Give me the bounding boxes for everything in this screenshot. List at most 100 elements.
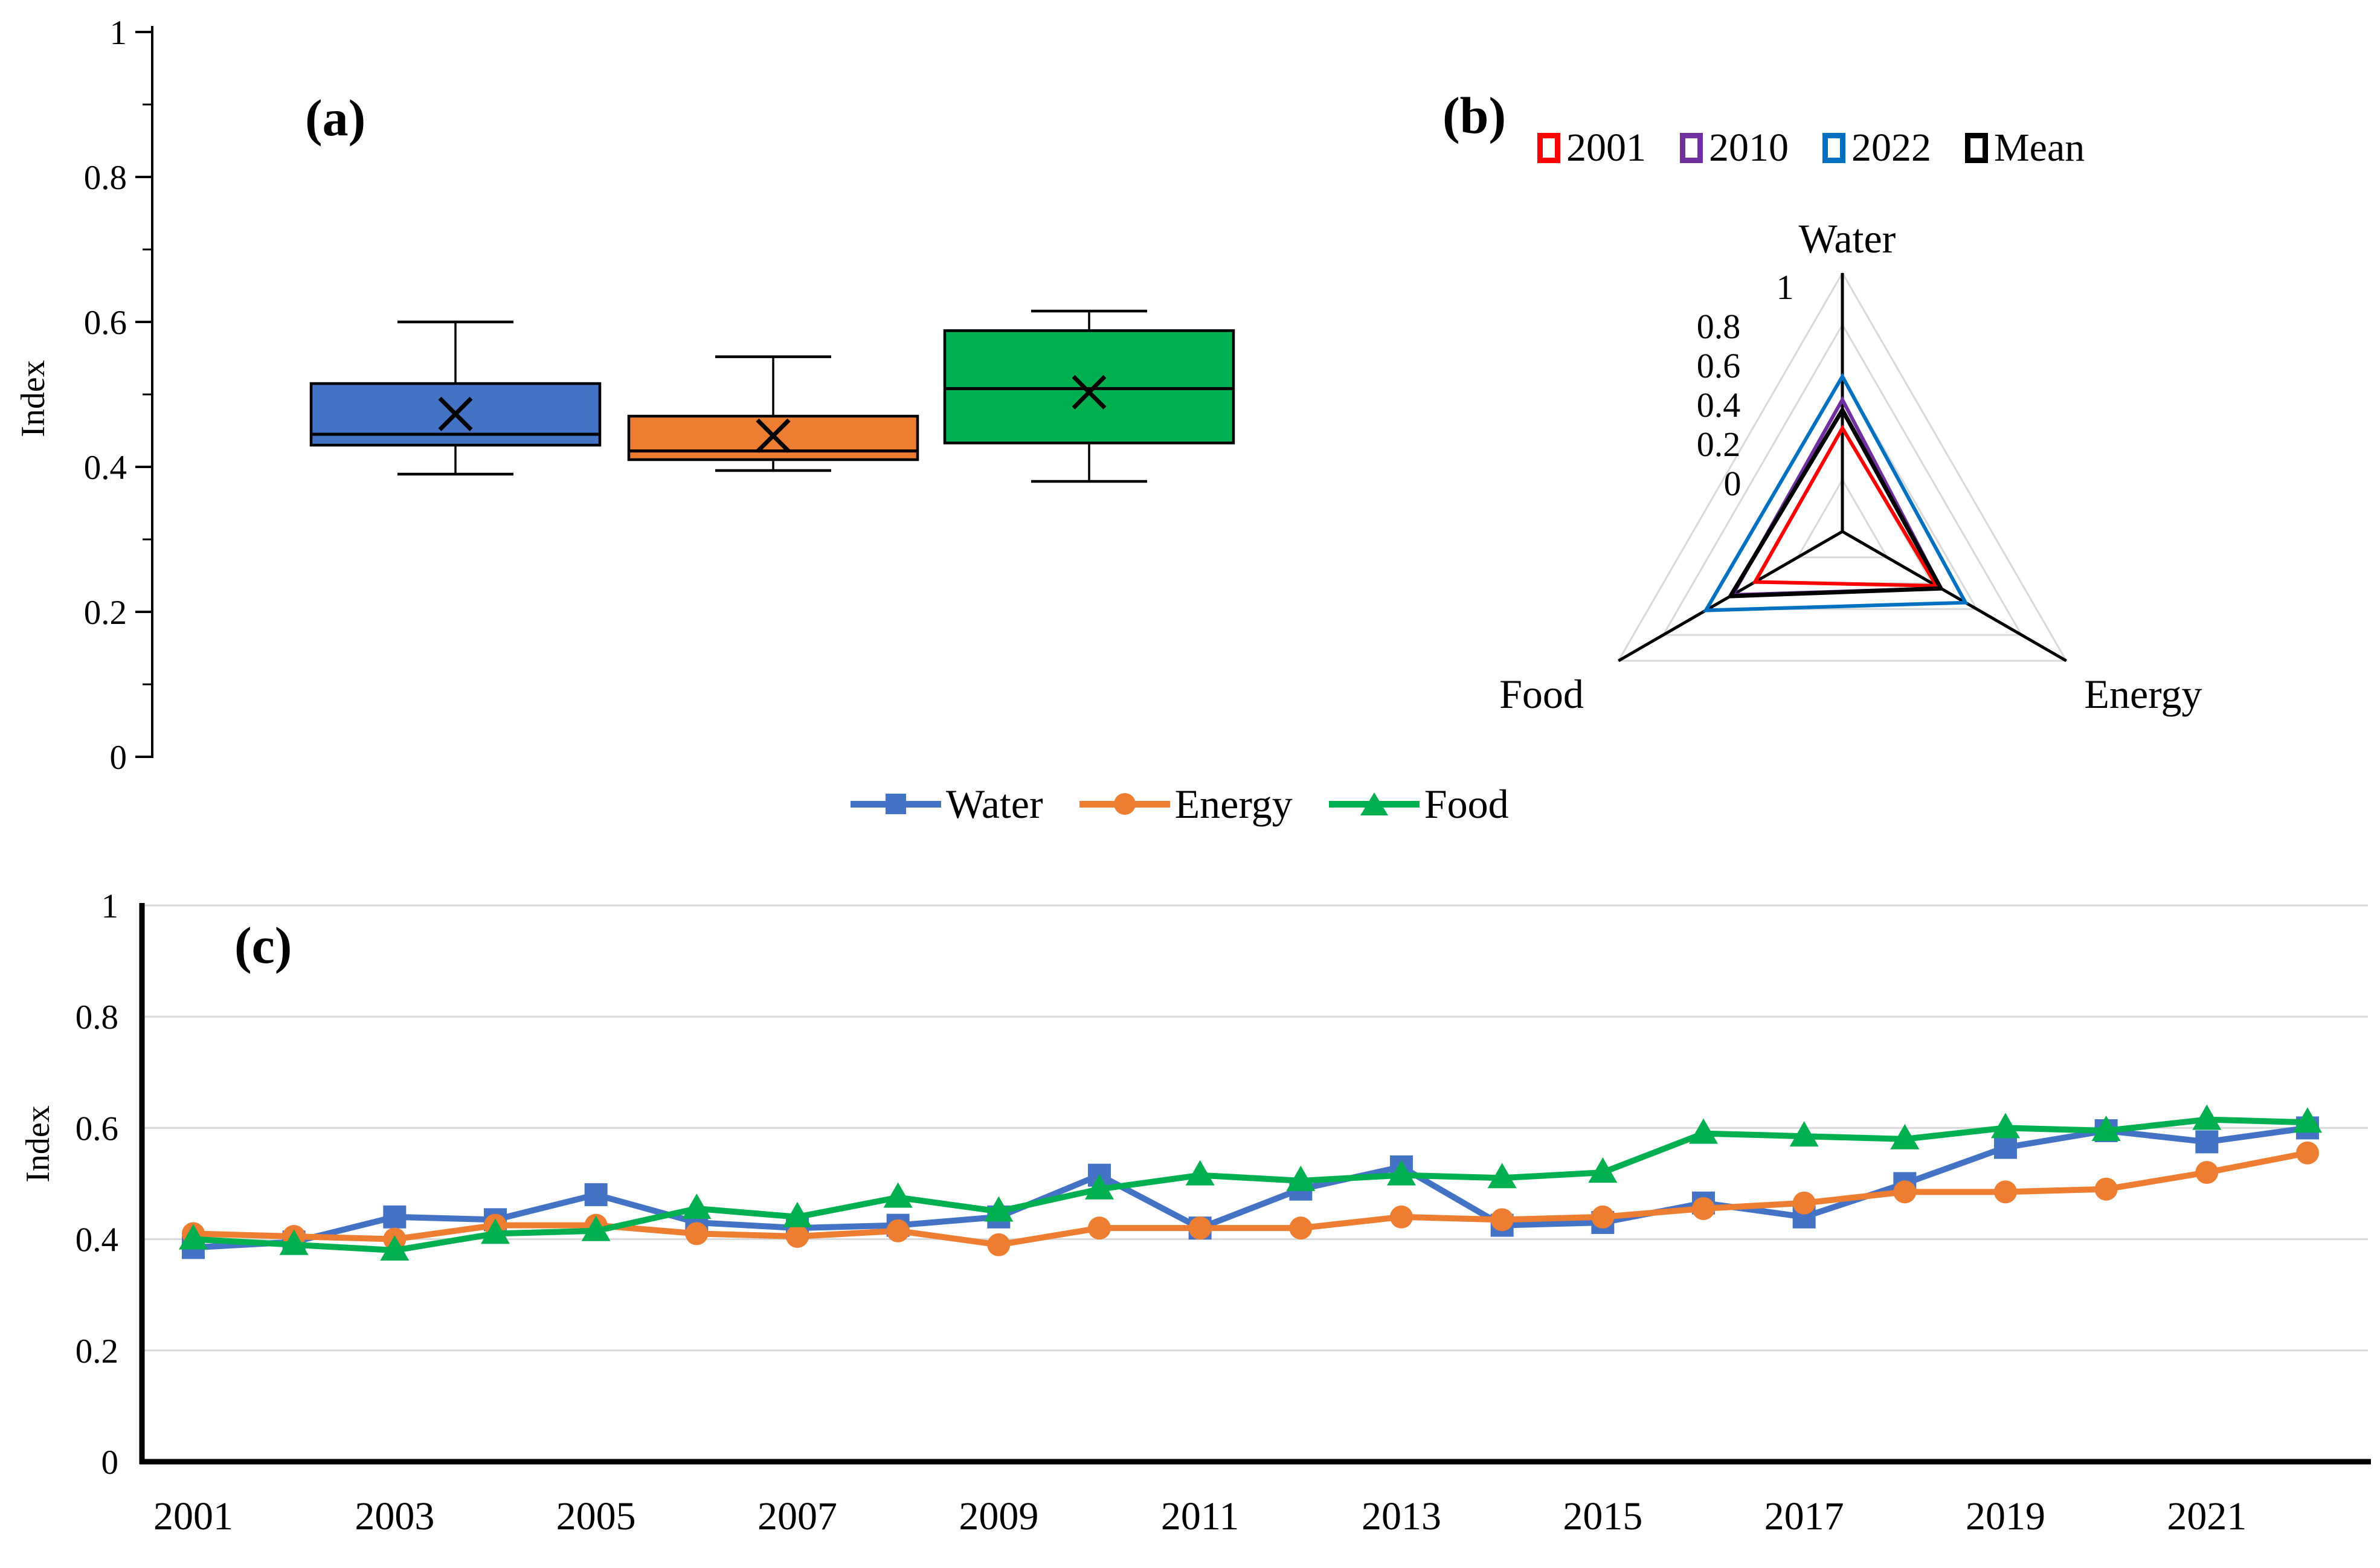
line-legend-label: Food	[1424, 781, 1509, 827]
line-legend-item-water: Water	[851, 783, 1043, 825]
marker-circle	[1792, 1191, 1816, 1215]
line-legend-marker-triangle	[1360, 792, 1388, 815]
marker-circle	[1088, 1216, 1111, 1240]
panel-c-linechart: (c) Index 0 0.2 0.4 0.6 0.8 1 2001 2003 2005 2007…	[0, 785, 2380, 1568]
radar-legend-item-2001: 2001	[1537, 128, 1646, 168]
marker-triangle	[783, 1201, 812, 1227]
c-x-tick-label: 2001	[153, 1494, 233, 1538]
radar-legend-swatch	[1822, 133, 1845, 163]
c-y-tick-label: 0.8	[76, 998, 118, 1036]
marker-circle	[1893, 1180, 1917, 1204]
box-water	[309, 320, 602, 476]
marker-square	[383, 1205, 407, 1229]
marker-circle	[987, 1233, 1011, 1256]
marker-triangle	[1789, 1121, 1819, 1147]
c-x-tick-label: 2009	[959, 1494, 1038, 1538]
c-x-tick-label: 2021	[2167, 1494, 2247, 1538]
line-legend-item-energy: Energy	[1079, 783, 1293, 825]
linechart-canvas: 0 0.2 0.4 0.6 0.8 1 2001 2003 2005 2007 2009 2011 20…	[76, 887, 2371, 1538]
panel-b-letter: (b)	[1442, 86, 1507, 144]
marker-circle	[2195, 1161, 2219, 1184]
radar-legend-label: 2010	[1709, 126, 1789, 170]
radar-series-mean	[1726, 405, 1944, 599]
radar-legend: 2001 2010 2022 Mean	[1537, 128, 2085, 168]
radar-legend-label: Mean	[1994, 126, 2085, 170]
radar-r-tick-label: 0.4	[1697, 385, 1741, 425]
marker-triangle	[179, 1224, 208, 1250]
a-y-tick-label: 0	[110, 739, 127, 777]
line-legend-marker-circle	[1113, 793, 1136, 815]
line-legend-label: Energy	[1174, 781, 1293, 827]
marker-circle	[2296, 1141, 2319, 1165]
marker-circle	[1188, 1216, 1212, 1240]
radar-axis-label-energy: Energy	[2084, 671, 2202, 717]
marker-triangle	[279, 1229, 309, 1255]
a-y-tick-label: 0.2	[84, 594, 127, 632]
c-x-tick-label: 2007	[757, 1494, 837, 1538]
marker-triangle	[380, 1235, 410, 1261]
c-series-energy	[182, 1141, 2319, 1256]
c-y-tick-label: 1	[101, 887, 119, 925]
line-legend-label: Water	[946, 781, 1043, 827]
marker-circle	[886, 1219, 910, 1242]
radar-axis-label-water: Water	[1799, 216, 1896, 262]
marker-triangle	[581, 1215, 611, 1241]
radar-r-tick-label: 0	[1724, 464, 1742, 503]
c-y-tick-label: 0.4	[76, 1221, 118, 1259]
radar-grid-ring	[1661, 323, 2024, 636]
radar-series-2022	[1702, 373, 1969, 612]
marker-circle	[1994, 1180, 2017, 1204]
marker-circle	[1289, 1216, 1313, 1240]
box-energy	[627, 355, 919, 472]
boxplot-canvas: 0 0.2 0.4 0.6 0.8 1	[84, 14, 1235, 777]
panel-a-letter: (a)	[305, 89, 366, 147]
marker-triangle	[1286, 1165, 1316, 1191]
radar-legend-swatch	[1680, 133, 1703, 163]
marker-triangle	[2293, 1107, 2322, 1133]
c-x-tick-label: 2011	[1161, 1494, 1240, 1538]
marker-circle	[1692, 1197, 1715, 1220]
marker-triangle	[1991, 1113, 2020, 1139]
marker-square	[1994, 1136, 2017, 1159]
radar-series-2001	[1752, 424, 1940, 588]
line-legend-item-food: Food	[1328, 781, 1509, 827]
radar-grid-ring	[1796, 478, 1889, 559]
radar-grid-ring	[1616, 271, 2068, 662]
marker-triangle	[481, 1218, 510, 1244]
marker-triangle	[1588, 1157, 1618, 1183]
radar-legend-item-2022: 2022	[1822, 128, 1931, 168]
marker-circle	[1591, 1205, 1615, 1229]
a-y-tick-label: 1	[110, 14, 127, 52]
radar-legend-swatch	[1537, 133, 1560, 163]
c-y-tick-label: 0.6	[76, 1110, 118, 1148]
marker-circle	[2094, 1177, 2118, 1201]
c-x-tick-label: 2003	[355, 1494, 434, 1538]
c-x-tick-label: 2005	[556, 1494, 636, 1538]
c-y-tick-label: 0.2	[76, 1332, 118, 1370]
radar-r-tick-label: 0.6	[1697, 346, 1741, 385]
line-legend-swatch	[851, 783, 941, 825]
marker-triangle	[2091, 1116, 2121, 1142]
a-y-tick-label: 0.6	[84, 304, 127, 342]
radar-legend-label: 2022	[1851, 126, 1931, 170]
line-legend-marker-square	[886, 794, 906, 814]
panel-b-radar: (b) 0 0.2 0.4 0.6 0.8 1 Water Energy Food	[1389, 48, 2380, 785]
panel-a-boxplot: (a) Index 0 0.2 0.4 0.6 0.8 1	[0, 0, 1389, 797]
marker-triangle	[2192, 1104, 2222, 1130]
a-y-tick-label: 0.4	[84, 449, 127, 487]
radar-legend-item-mean: Mean	[1965, 128, 2085, 168]
marker-triangle	[682, 1193, 712, 1219]
marker-triangle	[883, 1182, 913, 1208]
marker-circle	[786, 1224, 809, 1248]
c-x-tick-label: 2015	[1563, 1494, 1642, 1538]
radar-r-tick-label: 0.2	[1697, 425, 1741, 464]
radar-legend-swatch	[1965, 133, 1988, 163]
c-series-food	[179, 1104, 2322, 1261]
marker-triangle	[1387, 1160, 1416, 1186]
a-y-tick-label: 0.8	[84, 159, 127, 197]
line-chart-legend: Water Energy Food	[851, 783, 1509, 825]
c-x-tick-label: 2019	[1966, 1494, 2045, 1538]
radar-r-tick-label: 1	[1777, 268, 1794, 307]
